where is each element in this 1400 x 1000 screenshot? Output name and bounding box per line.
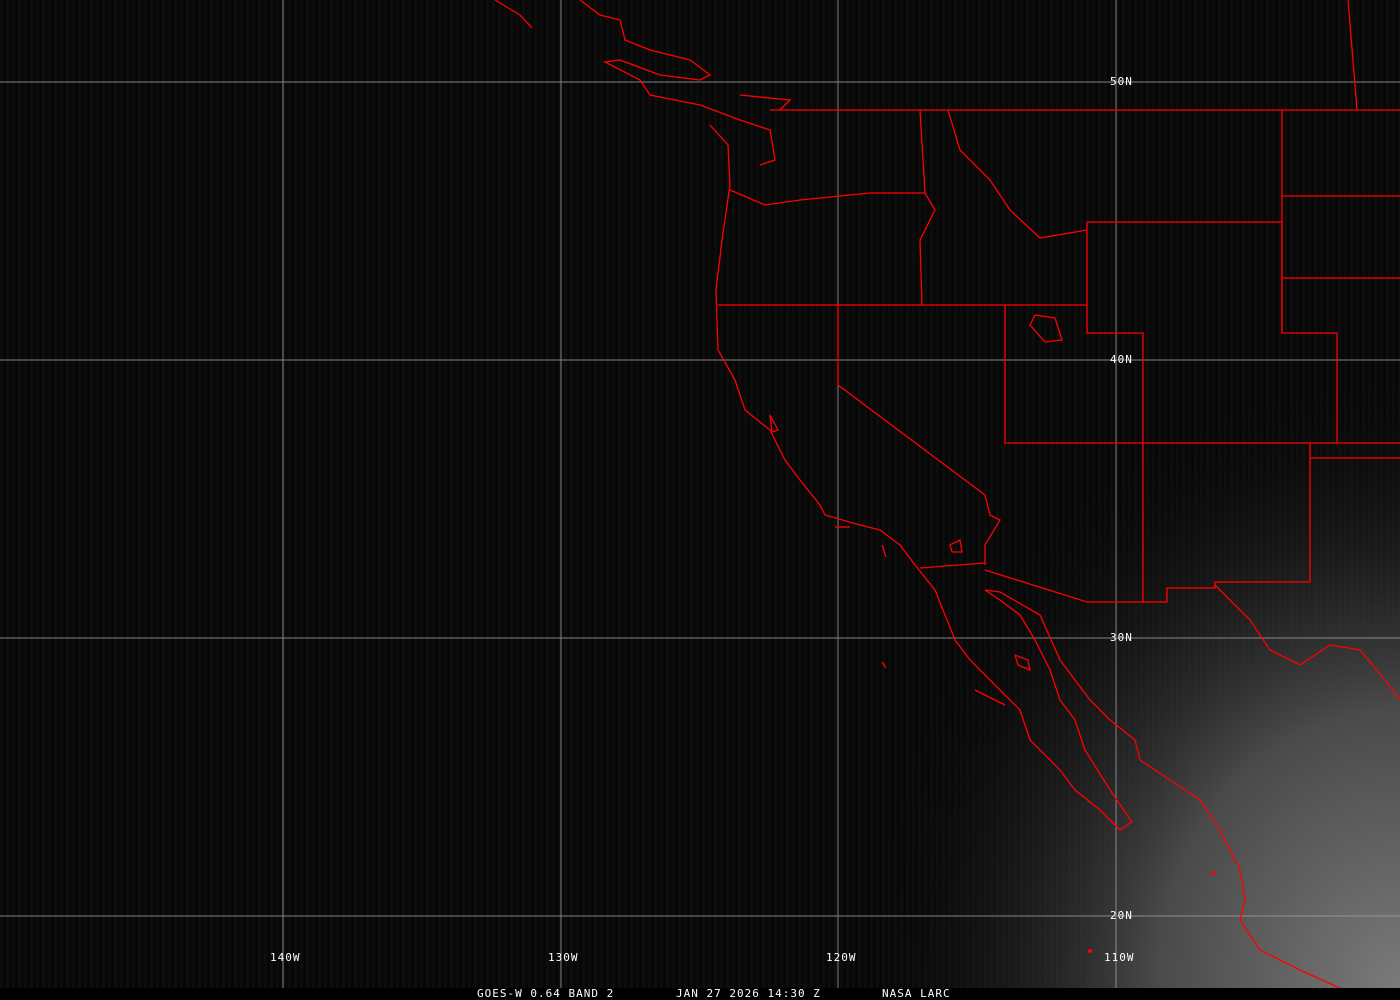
- lat-label-20n: 20N: [1110, 909, 1133, 922]
- lat-label-40n: 40N: [1110, 353, 1133, 366]
- gulf-mexico-coast: [1214, 584, 1400, 701]
- wa-or-border: [729, 189, 925, 206]
- us-west-coast: [709, 124, 1133, 831]
- lat-label-30n: 30N: [1110, 631, 1133, 644]
- ca-nv-border: [837, 305, 1001, 565]
- image-datetime: JAN 27 2026 14:30 Z: [676, 987, 821, 1000]
- us-mexico-border: [919, 562, 986, 569]
- canada-coast: [494, 0, 533, 29]
- great-salt-lake: [1029, 314, 1063, 343]
- lon-label-110w: 110W: [1104, 951, 1135, 964]
- montana-idaho-border: [947, 109, 1088, 239]
- lon-label-140w: 140W: [270, 951, 301, 964]
- satellite-band: GOES-W 0.64 BAND 2: [477, 987, 615, 1000]
- coastlines-and-borders: [494, 0, 1400, 989]
- lon-label-120w: 120W: [826, 951, 857, 964]
- cloud-cover: [800, 300, 1400, 988]
- idaho-west-border: [919, 109, 936, 306]
- gulf-california-east-coast: [984, 589, 1341, 989]
- caption-bar: GOES-W 0.64 BAND 2 JAN 27 2026 14:30 Z N…: [0, 987, 1400, 1000]
- lon-label-130w: 130W: [548, 951, 579, 964]
- image-source: NASA LARC: [882, 987, 951, 1000]
- lat-label-50n: 50N: [1110, 75, 1133, 88]
